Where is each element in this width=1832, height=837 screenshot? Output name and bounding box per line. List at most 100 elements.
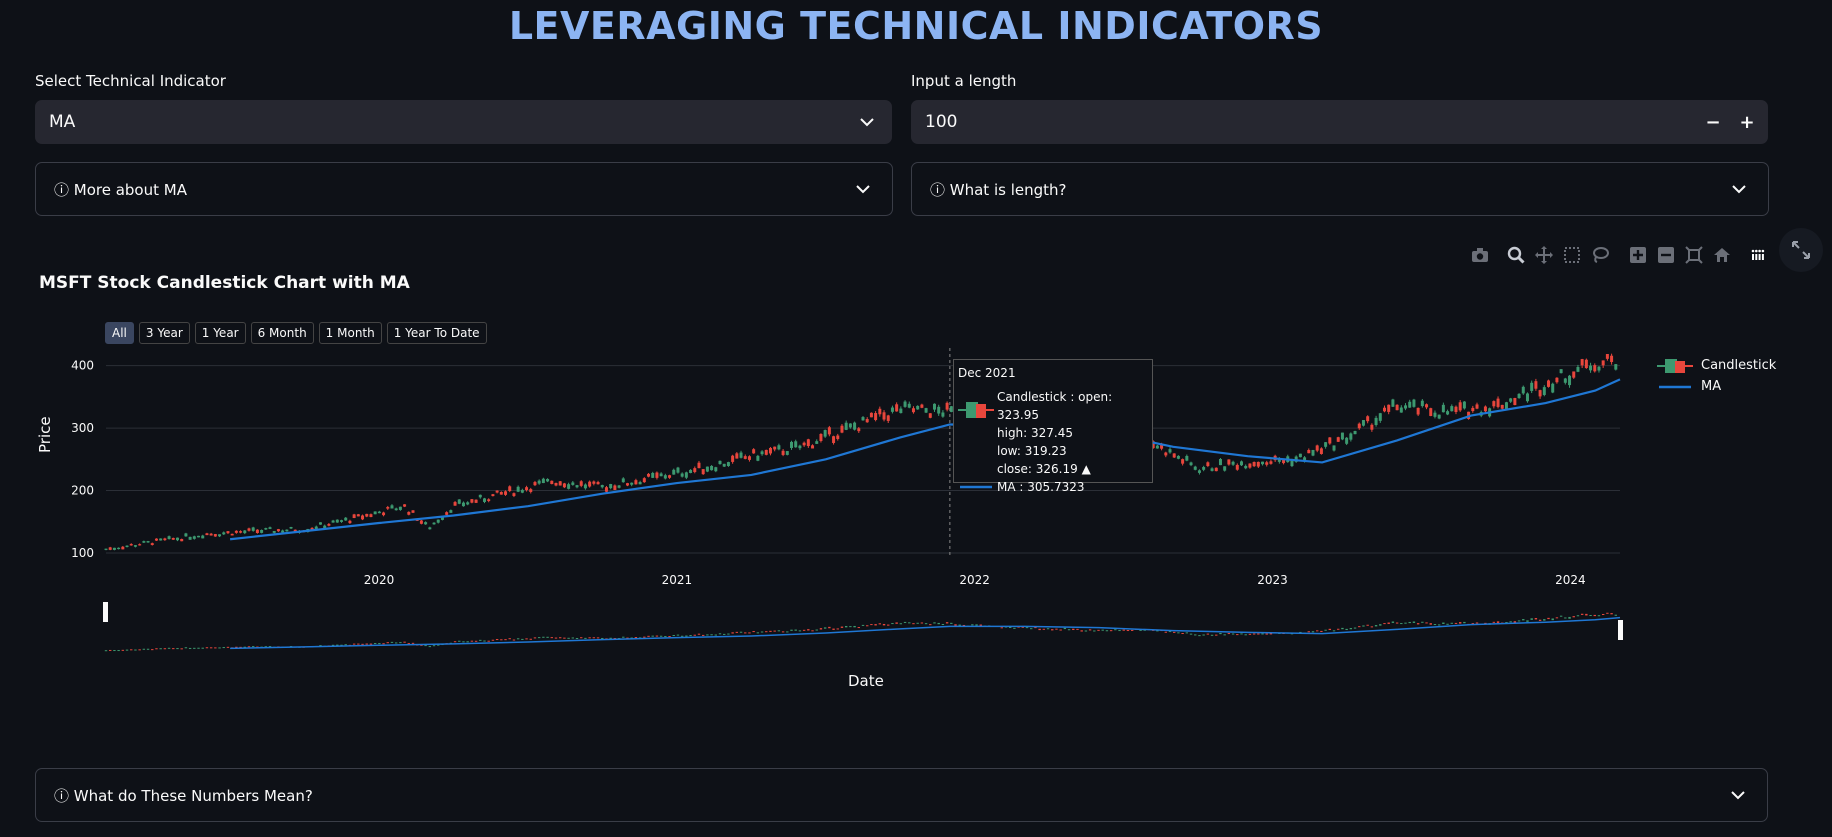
length-input[interactable]: 100 − + <box>911 100 1768 144</box>
candle-body <box>1509 398 1513 402</box>
candle-body <box>163 538 167 541</box>
candle-body <box>861 417 865 421</box>
candle-body <box>1218 459 1222 466</box>
legend-item-ma[interactable]: MA <box>1657 376 1776 397</box>
more-about-ma-expander[interactable]: ⓘ More about MA <box>35 162 893 216</box>
candle-body <box>276 529 280 532</box>
candle-body <box>726 462 730 467</box>
expander-label: ⓘ What is length? <box>930 180 1067 199</box>
candle-body <box>1151 441 1155 449</box>
candle-body <box>1160 443 1164 449</box>
candle-body <box>1547 380 1551 387</box>
rangeslider-candle <box>1492 621 1496 623</box>
zoom-out-icon[interactable] <box>1654 243 1678 267</box>
rangeslider-candle <box>744 632 747 634</box>
rangeslider-candle <box>1316 630 1319 632</box>
rangeslider-candle <box>1564 617 1567 619</box>
candle-body <box>718 460 722 465</box>
candle-body <box>1446 411 1450 415</box>
zoom-icon[interactable] <box>1504 243 1528 267</box>
candle-body <box>1240 461 1243 466</box>
rangeslider-candle <box>1248 633 1252 635</box>
candle-body <box>1261 461 1265 465</box>
candle-body <box>878 408 882 415</box>
rangeslider-candle <box>1547 617 1550 620</box>
lasso-select-icon[interactable] <box>1588 243 1612 267</box>
rangeslider-candle <box>1034 627 1037 629</box>
rangeslider-candle <box>264 646 268 648</box>
rangeslider-candle <box>899 623 903 625</box>
rangeslider-candle <box>508 638 511 640</box>
candle-body <box>621 478 625 483</box>
rangeslider-candle <box>1265 633 1268 635</box>
rangeslider-candle <box>1177 632 1180 634</box>
box-select-icon[interactable] <box>1560 243 1584 267</box>
plotly-logo-icon[interactable] <box>1746 243 1770 267</box>
rangeslider-candle <box>802 629 806 631</box>
indicator-select[interactable]: MA <box>35 100 892 144</box>
range-button-1-year-to-date[interactable]: 1 Year To Date <box>386 322 487 344</box>
candle-body <box>806 439 810 447</box>
length-input-value[interactable]: 100 <box>925 112 958 132</box>
rangeslider-candle <box>1076 628 1079 630</box>
rangeslider-candle <box>1475 622 1479 624</box>
range-button-3-year[interactable]: 3 Year <box>138 322 190 344</box>
candle-body <box>747 456 751 460</box>
rangeslider-candle <box>251 646 255 648</box>
rangeslider-candle <box>1038 628 1041 631</box>
hover-tooltip: Dec 2021 Candlestick : open: 323.95 high… <box>953 359 1153 494</box>
candle-body <box>529 489 533 492</box>
decrement-button[interactable]: − <box>1705 111 1721 133</box>
rangeslider-candle <box>537 637 541 639</box>
rangeslider-candle <box>866 625 869 627</box>
candle-body <box>815 441 819 444</box>
rangeslider-candle <box>1484 622 1487 624</box>
camera-icon[interactable] <box>1468 243 1492 267</box>
rangeslider-candle <box>769 630 772 632</box>
x-tick-label: 2021 <box>662 573 693 587</box>
rangeslider-candle <box>765 631 768 633</box>
increment-button[interactable]: + <box>1739 111 1755 133</box>
range-button-1-year[interactable]: 1 Year <box>194 322 246 344</box>
candle-body <box>268 527 272 529</box>
fullscreen-button[interactable] <box>1779 228 1823 272</box>
legend-item-candlestick[interactable]: Candlestick <box>1657 355 1776 376</box>
numbers-meaning-expander[interactable]: ⓘ What do These Numbers Mean? <box>35 768 1768 822</box>
rangeslider-candle <box>1328 628 1332 630</box>
rangeslider-candle <box>167 647 171 649</box>
pan-icon[interactable] <box>1532 243 1556 267</box>
chevron-down-icon <box>1728 178 1750 200</box>
what-is-length-expander[interactable]: ⓘ What is length? <box>911 162 1769 216</box>
range-button-6-month[interactable]: 6 Month <box>250 322 314 344</box>
rangeslider-candle <box>1538 619 1542 621</box>
rangeslider-candle <box>823 627 827 629</box>
rangeslider-candle <box>1051 629 1054 631</box>
rangeslider-candle <box>1551 618 1554 621</box>
zoom-in-icon[interactable] <box>1626 243 1650 267</box>
candle-body <box>112 547 116 550</box>
rangeslider-candle <box>895 622 898 624</box>
candle-body <box>1483 406 1487 412</box>
rangeslider-candle <box>958 624 961 626</box>
candle-body <box>777 445 781 450</box>
indicator-select-label: Select Technical Indicator <box>35 72 226 90</box>
rangeslider-candle <box>155 648 158 650</box>
rangeslider-candle <box>706 634 709 636</box>
rangeslider-candle <box>882 623 886 626</box>
candle-body <box>516 486 520 492</box>
candle-body <box>743 456 747 459</box>
rangeslider-candle <box>559 637 562 639</box>
candle-body <box>1551 383 1555 393</box>
autoscale-icon[interactable] <box>1682 243 1706 267</box>
rangeslider-candle <box>1568 616 1571 619</box>
candlestick-chart[interactable]: 100 200 300 400 2020 2021 2022 2023 2024 <box>0 0 1832 720</box>
range-button-all[interactable]: All <box>105 322 134 344</box>
range-button-1-month[interactable]: 1 Month <box>318 322 382 344</box>
rangeslider-handle-right <box>1618 620 1623 640</box>
rangeslider-candle <box>1194 634 1197 636</box>
candle-body <box>499 492 503 495</box>
reset-axes-icon[interactable] <box>1710 243 1734 267</box>
candle-body <box>1534 381 1538 389</box>
rangeslider-candle <box>643 636 646 638</box>
candle-body <box>554 483 558 486</box>
